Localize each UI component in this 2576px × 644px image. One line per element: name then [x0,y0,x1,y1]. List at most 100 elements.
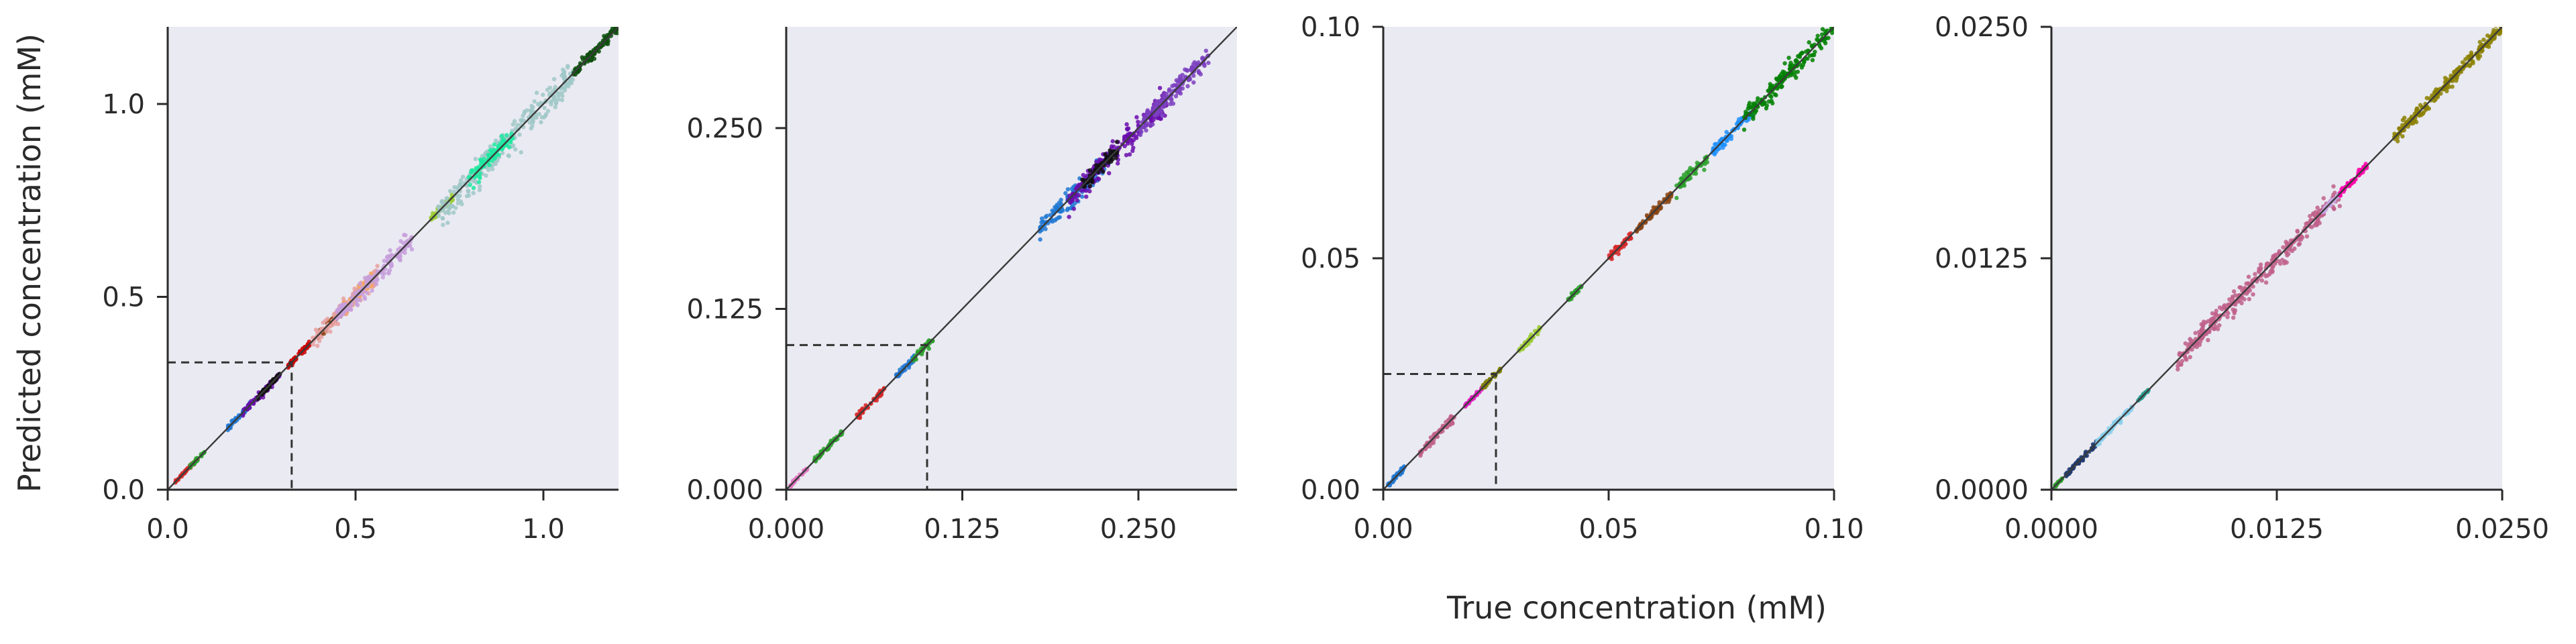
data-point [1666,199,1671,205]
x-tick-label: 0.00 [1353,514,1413,545]
data-point [538,101,543,105]
data-point [552,94,557,99]
data-point [2460,60,2465,65]
data-point [2208,317,2213,323]
data-point [1107,171,1112,176]
data-point [1815,34,1820,38]
data-point [338,304,343,309]
data-point [482,156,486,162]
data-point [519,150,523,155]
data-point [492,156,496,161]
data-point [368,274,374,280]
data-point [2226,311,2231,316]
data-point [1173,94,1179,99]
data-point [1089,179,1094,184]
data-point [1063,191,1068,196]
data-point [522,111,527,116]
data-point [486,168,491,172]
data-point [477,188,482,193]
data-point [1819,46,1824,51]
data-point [473,156,478,162]
data-point [1065,207,1070,213]
data-point [1131,146,1136,150]
data-point [2247,297,2251,302]
data-point [1674,195,1679,201]
data-point [488,148,493,153]
data-point [466,189,470,193]
data-point [1169,98,1174,103]
data-point [484,173,488,178]
data-point [541,93,545,97]
data-point [1792,72,1797,78]
data-point [1133,134,1138,139]
data-point [388,248,392,253]
data-point [1160,113,1165,118]
data-point [2193,331,2198,335]
data-point [2239,285,2243,290]
y-tick-label: 0.00 [1301,475,1360,506]
data-point [458,178,464,183]
reference-dashed-line [168,361,293,490]
data-point [1067,215,1071,219]
data-point [1094,160,1099,164]
data-point [2217,323,2222,328]
data-point [553,101,559,105]
x-tick-label: 0.250 [1100,514,1177,545]
data-point [1155,103,1160,107]
data-point [380,275,385,280]
data-point [2258,262,2263,267]
data-point [1801,62,1805,68]
data-point [488,144,493,149]
data-point [2225,315,2230,319]
data-point [350,295,354,300]
data-point [1702,168,1707,172]
data-point [458,181,463,186]
data-point [2499,27,2502,28]
data-point [335,321,341,327]
data-point [478,157,483,162]
data-point [1054,217,1059,221]
data-point [2265,273,2270,278]
data-point [479,161,484,166]
data-point [341,296,346,301]
data-point [547,91,552,96]
data-point [455,197,460,202]
data-point [537,111,541,117]
data-point [2284,250,2289,255]
data-point [1151,117,1156,122]
data-point [1101,169,1106,174]
data-point [354,301,359,306]
data-point [447,205,452,210]
data-point [2213,324,2218,329]
data-point [1124,127,1130,131]
data-point [507,145,512,150]
data-point [530,117,535,122]
data-point [2284,260,2289,265]
data-point [1057,215,1063,219]
data-point [1196,60,1201,65]
data-point [1743,109,1748,114]
plot-area [168,27,619,490]
data-point [1139,129,1144,134]
data-point [1177,89,1182,95]
data-point [1832,22,1836,26]
data-point [1751,114,1756,119]
data-point [1087,168,1092,173]
data-point [553,105,557,109]
data-point [1616,252,1621,256]
data-point [2256,269,2261,274]
data-point [460,202,464,207]
x-tick-label: 0.0250 [2455,514,2549,545]
data-point [1805,56,1810,61]
data-point [445,220,450,225]
data-point [1799,51,1804,56]
x-tick-label: 0.05 [1578,514,1638,545]
data-point [370,288,374,293]
data-point [1039,220,1044,225]
data-point [1725,138,1729,143]
data-point [508,139,513,144]
data-point [487,162,492,168]
data-point [2232,289,2237,294]
data-point [1197,70,1201,75]
plot-area [2051,27,2502,490]
